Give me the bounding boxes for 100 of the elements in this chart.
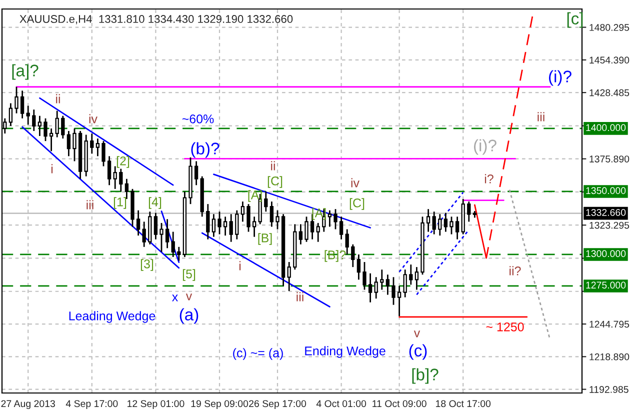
candlestick: [49, 128, 54, 152]
candlestick: [38, 115, 42, 137]
candlestick: [229, 213, 233, 243]
candlestick: [287, 261, 291, 292]
candlestick: [345, 228, 349, 256]
candlestick: [380, 268, 384, 290]
ref-line-label: 1332.660: [586, 209, 626, 216]
candlestick: [455, 216, 460, 240]
candlestick: [467, 200, 471, 222]
annotation: [4]: [148, 197, 162, 209]
candlestick: [328, 210, 332, 228]
candlestick: [339, 216, 344, 240]
candlestick: [356, 254, 361, 280]
ref-line-label: 1400.000: [586, 124, 626, 132]
annotation: x: [172, 294, 178, 302]
candlestick: [252, 216, 256, 238]
candlestick: [426, 208, 430, 232]
candlestick: [397, 285, 402, 317]
annotation: [2]: [116, 156, 130, 168]
candlestick: [142, 221, 146, 248]
annotation: ii?: [510, 266, 521, 276]
candlestick: [240, 200, 245, 222]
chart-title: XAUUSD.e,H4 1331.810 1334.430 1329.190 1332.660: [20, 15, 293, 24]
candlestick: [392, 276, 396, 306]
annotation: [B]?: [324, 250, 346, 262]
y-tick-label: 1375.890: [590, 156, 630, 162]
candlestick: [72, 128, 76, 162]
annotation: iii: [296, 292, 304, 302]
annotation: v: [414, 330, 420, 338]
candlestick: [246, 203, 250, 232]
y-tick-label: 1192.985: [590, 386, 628, 393]
candlestick: [194, 160, 198, 186]
annotation: [b]?: [412, 368, 438, 384]
candlestick: [368, 272, 372, 304]
annotation: [5]: [182, 269, 196, 281]
candlestick: [55, 110, 59, 138]
annotation: ii: [56, 94, 60, 104]
x-tick-label: 26 Sep 17:00: [249, 400, 306, 410]
candlestick: [304, 216, 308, 243]
x-tick-label: 19 Sep 09:00: [191, 400, 248, 410]
candlestick: [90, 132, 94, 154]
x-tick-label: 11 Oct 09:00: [372, 400, 426, 408]
candlestick: [61, 115, 65, 140]
candlestick: [66, 130, 71, 157]
annotation: i: [51, 164, 53, 174]
annotation: [C]: [350, 198, 364, 210]
annotation: iv: [351, 178, 360, 188]
annotation: [B]: [258, 233, 272, 245]
candlestick: [218, 210, 222, 235]
candlestick: [334, 208, 338, 230]
annotation: (i)?: [474, 139, 496, 155]
candlestick: [438, 213, 442, 236]
y-tick-label: 1480.295: [590, 24, 630, 31]
candlestick: [107, 155, 112, 186]
candlestick: [414, 266, 419, 290]
y-tick-label: 1323.295: [590, 222, 630, 229]
annotation: iv: [89, 114, 98, 124]
annotation: [C]: [268, 176, 282, 188]
candlestick: [450, 216, 454, 235]
annotation: iii: [538, 112, 544, 122]
candlestick: [362, 261, 366, 290]
y-tick-label: 1428.485: [590, 89, 630, 96]
candlestick: [374, 276, 378, 300]
candlestick: [270, 200, 274, 228]
y-tick-label: 1218.890: [590, 353, 630, 360]
ref-line-label: 1350.000: [586, 187, 626, 194]
candlestick: [113, 166, 117, 190]
candlestick: [171, 231, 175, 258]
annotation: (c) ~= (a): [233, 348, 283, 360]
candlestick: [119, 168, 123, 192]
annotation: [3]: [140, 259, 154, 271]
annotation: Ending Wedge: [305, 346, 386, 358]
annotation: (a): [180, 308, 198, 324]
annotation: (c): [409, 344, 427, 360]
candlestick: [212, 213, 216, 238]
candlestick: [177, 246, 181, 262]
candlestick: [386, 274, 390, 296]
annotation: ~60%: [182, 114, 214, 124]
candlestick: [223, 216, 228, 236]
candlestick: [26, 105, 30, 126]
x-tick-label: 18 Oct 17:00: [436, 400, 491, 408]
candlestick: [102, 140, 106, 167]
x-tick-label: 4 Oct 01:00: [316, 400, 366, 408]
candlestick: [444, 212, 448, 232]
y-tick-label: 1454.390: [590, 56, 630, 64]
candlestick: [276, 210, 280, 230]
candlestick: [165, 218, 170, 249]
annotation: ~ 1250: [486, 322, 524, 332]
x-tick-label: 12 Sep 01:00: [128, 400, 184, 410]
annotation: Leading Wedge: [69, 311, 156, 323]
candlestick: [403, 268, 407, 298]
candlestick: [20, 90, 24, 120]
annotation: (b)?: [191, 142, 220, 158]
candlestick: [124, 178, 129, 200]
candlestick: [160, 222, 164, 253]
candlestick: [136, 210, 140, 236]
candlestick: [235, 210, 239, 240]
candlestick: [14, 86, 18, 114]
candlestick: [206, 203, 210, 240]
annotation: [a]?: [12, 64, 38, 80]
